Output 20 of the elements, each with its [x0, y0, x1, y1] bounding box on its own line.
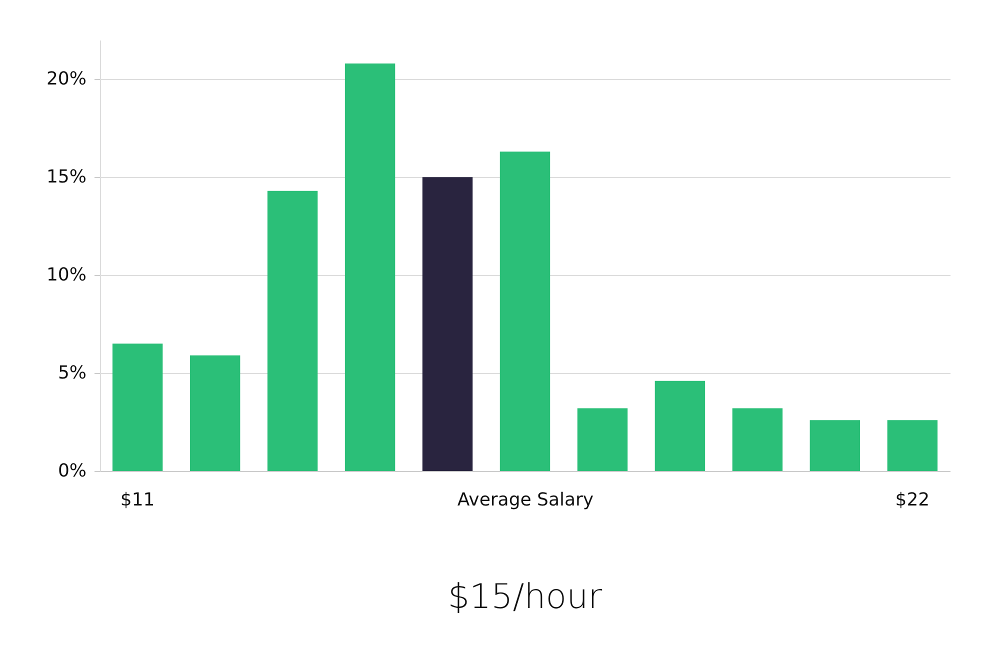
y-tick-label: 5% [58, 362, 86, 384]
x-tick-label: $11 [120, 490, 155, 510]
bar [344, 64, 396, 471]
bar [810, 420, 860, 471]
y-tick-label: 15% [46, 166, 86, 188]
bar [190, 355, 240, 471]
bar [732, 408, 783, 471]
x-axis-title: Average Salary [457, 490, 594, 510]
bar [500, 152, 550, 471]
bar [577, 408, 628, 471]
bar [422, 177, 473, 471]
y-tick-label: 20% [46, 68, 86, 90]
bar [887, 420, 938, 471]
y-tick-label: 10% [46, 264, 86, 286]
bar [654, 380, 706, 471]
text: $15/hour [448, 577, 602, 617]
bar [112, 344, 163, 471]
x-tick-label: $22 [895, 490, 930, 510]
y-tick-label: 0% [58, 460, 86, 482]
bar [267, 190, 318, 471]
